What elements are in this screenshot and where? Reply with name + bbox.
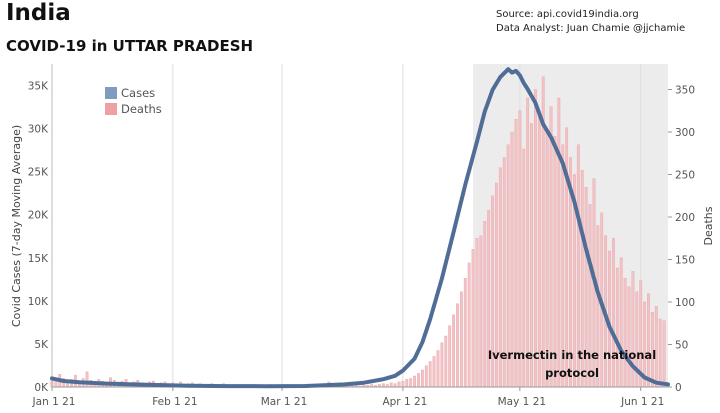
- page-subtitle: COVID-19 in UTTAR PRADESH: [6, 37, 254, 55]
- left-tick-label: 30K: [28, 124, 49, 136]
- death-bar: [456, 303, 459, 388]
- left-tick-layer: 0K 5K 10K 15K 20K 25K 30K 35K: [28, 81, 49, 394]
- death-bar: [612, 238, 615, 388]
- death-bar: [467, 262, 471, 388]
- death-bar: [549, 106, 553, 388]
- cases-line: [50, 67, 670, 389]
- page-title: India: [6, 0, 71, 26]
- legend-swatch-cases: [105, 87, 117, 99]
- death-bar: [405, 379, 409, 388]
- death-bar: [409, 378, 413, 388]
- death-bar: [436, 350, 440, 388]
- right-tick-label: 0: [675, 382, 682, 394]
- x-tick-layer: Jan 1 21 Feb 1 21 Mar 1 21 Apr 1 21 May 1 21…: [32, 387, 664, 408]
- right-tick-label: 50: [675, 340, 688, 352]
- right-tick-label: 250: [675, 170, 695, 182]
- right-tick-label: 300: [675, 127, 695, 139]
- left-tick-label: 25K: [28, 167, 49, 179]
- death-bar: [596, 225, 600, 388]
- death-bar: [389, 382, 393, 388]
- death-bar: [401, 380, 405, 388]
- x-tick-label: Apr 1 21: [382, 396, 427, 408]
- legend-label-deaths: Deaths: [121, 102, 162, 116]
- left-tick-label: 20K: [28, 210, 49, 222]
- right-tick-label: 350: [675, 85, 695, 97]
- death-bar: [459, 291, 463, 388]
- x-tick-label: Feb 1 21: [152, 396, 197, 408]
- death-bar: [452, 314, 455, 388]
- death-bar: [413, 375, 416, 388]
- death-bar: [627, 286, 631, 388]
- right-tick-label: 200: [675, 212, 695, 224]
- death-bar: [432, 356, 436, 388]
- x-tick-label: May 1 21: [498, 396, 546, 408]
- source-credit: Source: api.covid19india.org: [496, 9, 639, 20]
- death-bar: [417, 373, 420, 388]
- death-bar: [619, 257, 623, 388]
- death-bar: [526, 97, 530, 388]
- death-bar: [397, 381, 401, 388]
- left-axis-title: Covid Cases (7-day Moving Average): [10, 125, 23, 327]
- death-bar: [428, 361, 432, 388]
- death-bar: [623, 278, 627, 388]
- death-bar: [424, 365, 428, 388]
- death-bar: [514, 119, 518, 388]
- death-bar: [662, 320, 666, 388]
- annotation-line-2: protocol: [545, 366, 599, 380]
- death-bar: [475, 238, 479, 388]
- death-bar: [381, 383, 385, 388]
- annotation-line-1: Ivermectin in the national: [488, 348, 656, 362]
- death-bar: [448, 325, 452, 388]
- death-bar: [483, 221, 487, 388]
- legend-label-cases: Cases: [121, 86, 155, 100]
- left-tick-label: 5K: [34, 339, 49, 351]
- x-tick-label: Jan 1 21: [32, 396, 76, 408]
- death-bar: [518, 110, 522, 388]
- death-bar: [557, 97, 561, 388]
- x-tick-label: Mar 1 21: [261, 396, 308, 408]
- left-tick-label: 35K: [28, 81, 49, 93]
- death-bar: [479, 235, 483, 388]
- analyst-credit: Data Analyst: Juan Chamie @jjchamie: [496, 23, 686, 34]
- death-bar: [420, 369, 424, 388]
- death-bar: [534, 89, 537, 388]
- death-bar: [654, 306, 658, 388]
- death-bar: [444, 335, 448, 388]
- death-bar: [537, 114, 541, 388]
- death-bar: [615, 267, 619, 388]
- left-tick-label: 0K: [34, 382, 49, 394]
- right-tick-layer: 0 50 100 150 200 250 300 350: [668, 85, 695, 394]
- left-tick-label: 10K: [28, 296, 49, 308]
- death-bar: [463, 278, 467, 388]
- right-axis-title: Deaths: [702, 206, 715, 245]
- death-bar: [647, 293, 650, 388]
- death-bar: [658, 318, 662, 388]
- x-tick-label: Jun 1 21: [620, 396, 664, 408]
- legend-swatch-deaths: [105, 103, 117, 115]
- death-bar: [440, 342, 444, 388]
- right-tick-label: 150: [675, 255, 695, 267]
- axis-layer: [51, 64, 668, 388]
- death-bar: [471, 249, 475, 388]
- death-bar: [393, 383, 397, 388]
- legend: Cases Deaths: [105, 86, 162, 116]
- left-tick-label: 15K: [28, 253, 49, 265]
- right-tick-label: 100: [675, 297, 695, 309]
